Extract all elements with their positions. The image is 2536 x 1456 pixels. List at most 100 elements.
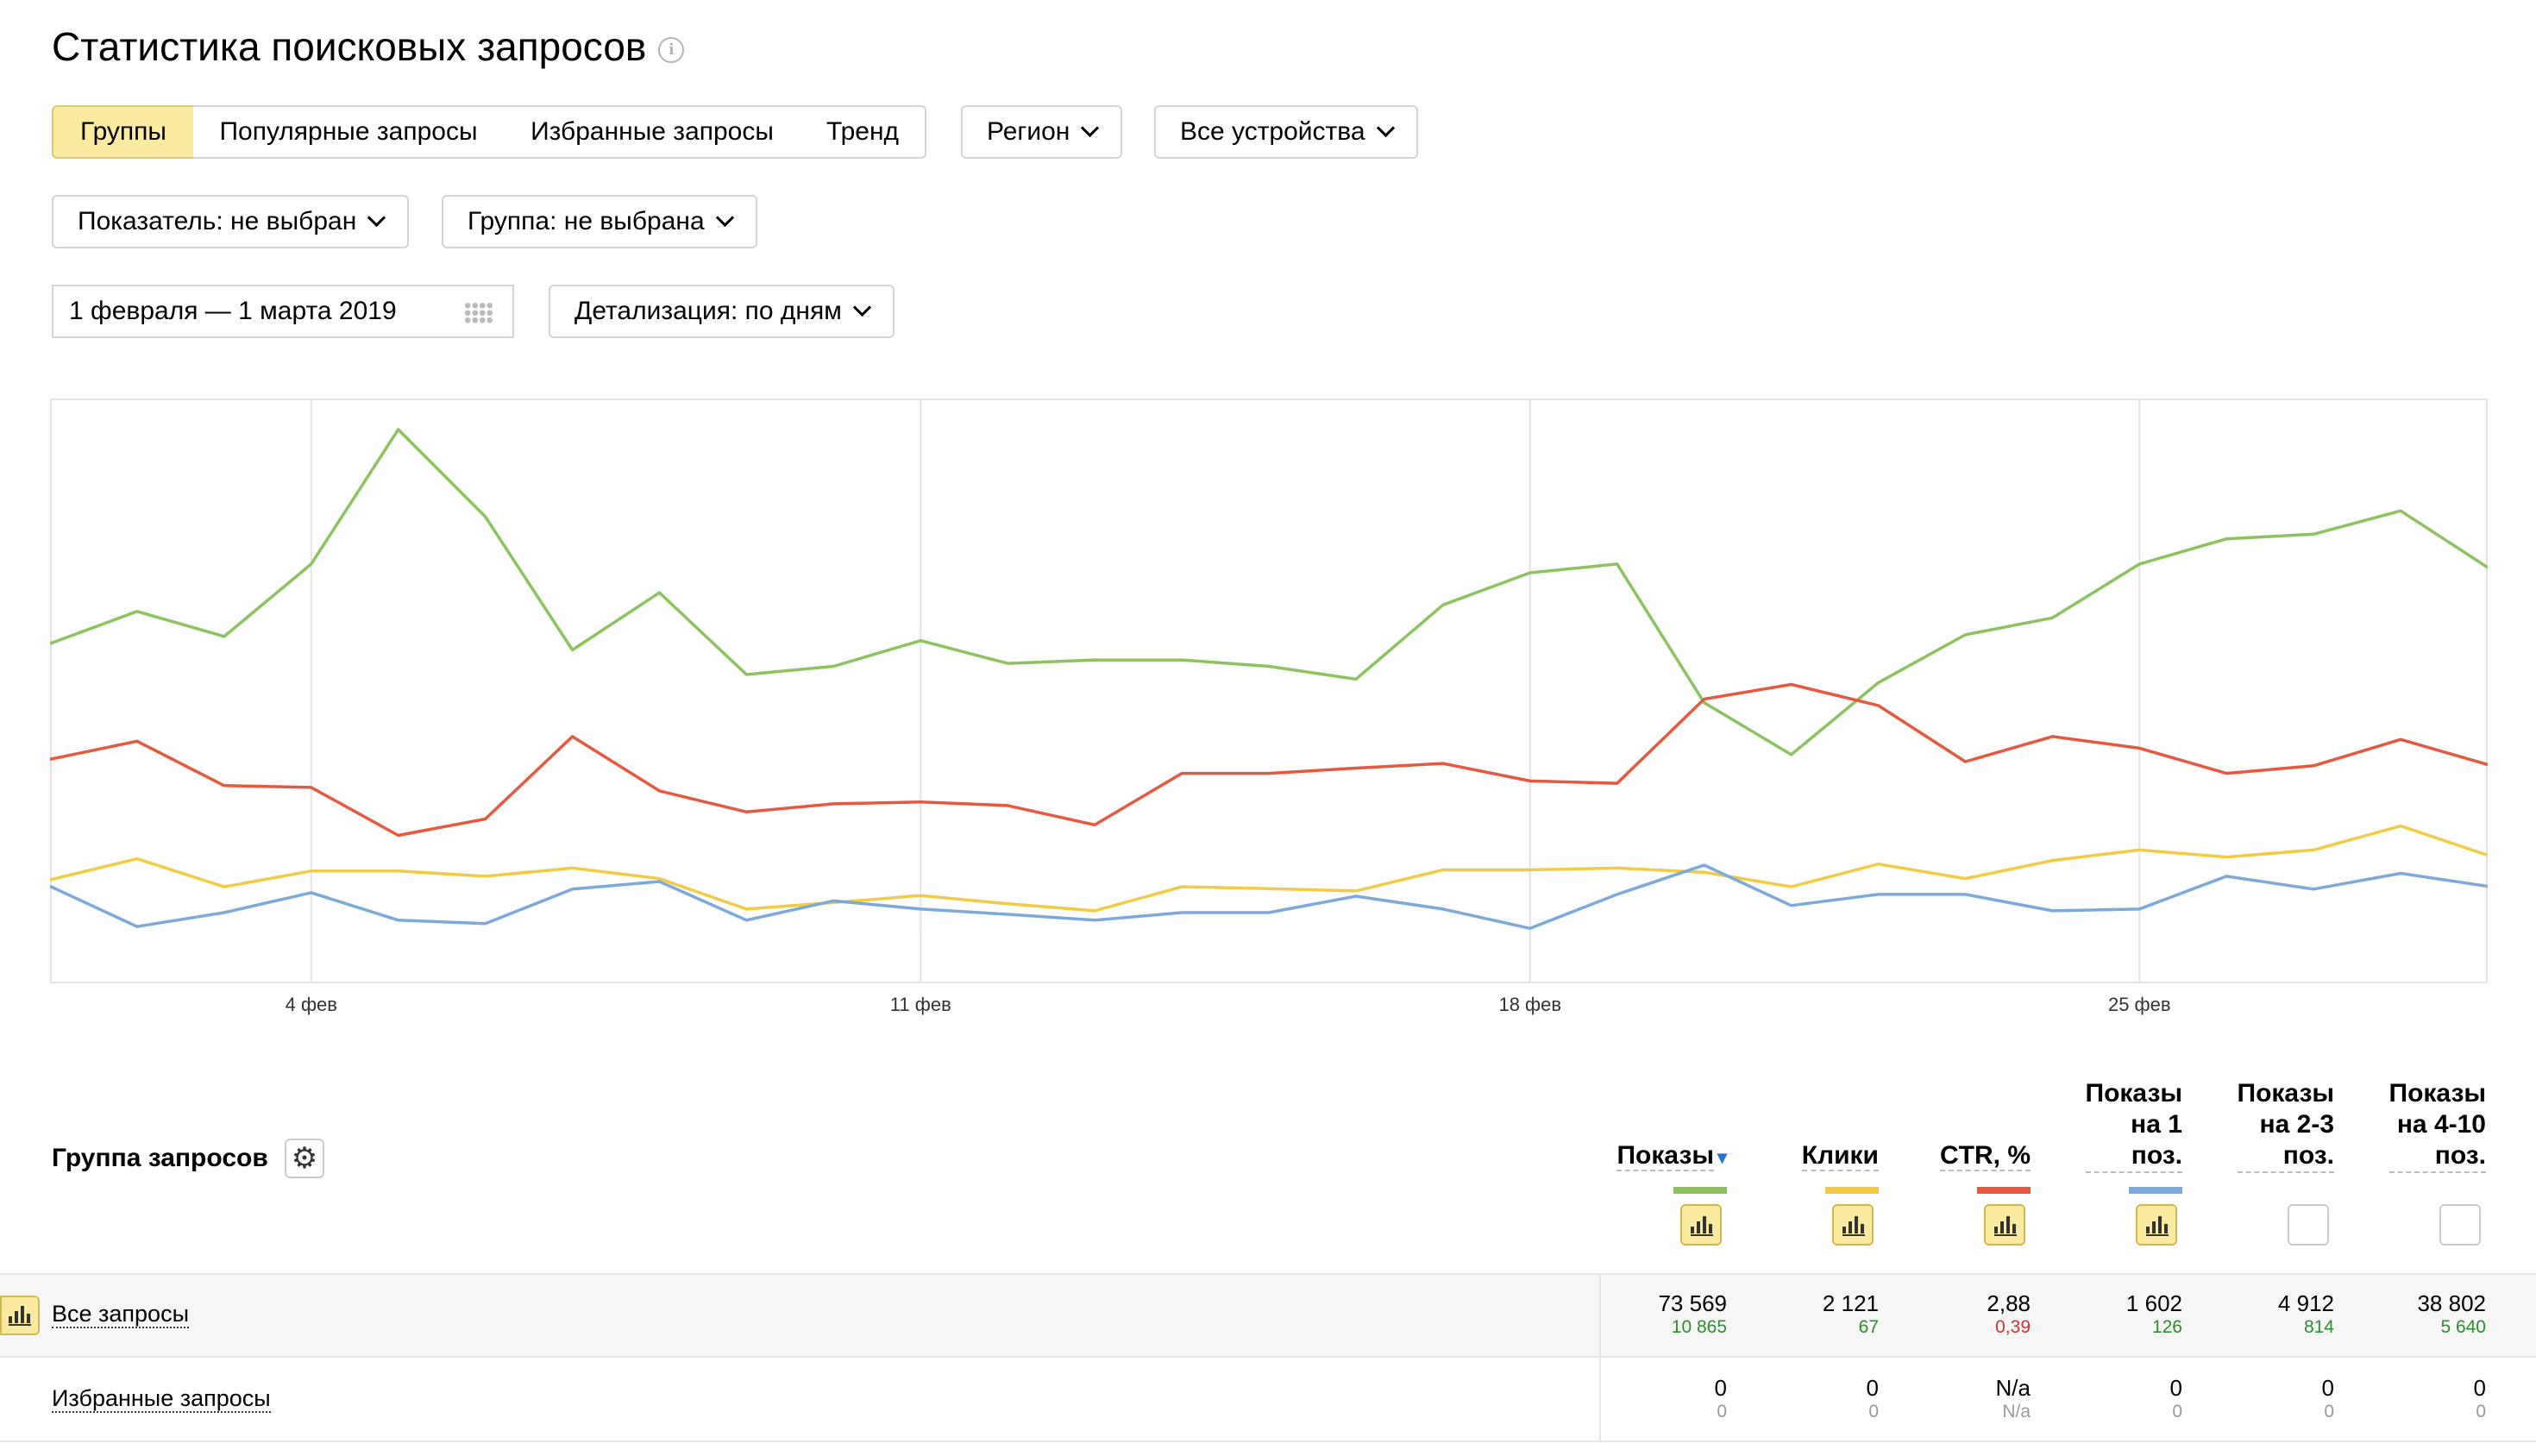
chart-series-toggle[interactable]: [2288, 1204, 2329, 1246]
column-header-text: Клики: [1801, 1141, 1879, 1171]
cell-value: 0: [1714, 1375, 1727, 1401]
table-cell: 73 569 10 865: [1554, 1290, 1727, 1339]
gear-icon[interactable]: ⚙: [285, 1139, 324, 1178]
column-header-text: на 1: [2131, 1110, 2182, 1139]
chevron-down-icon: [1081, 118, 1100, 138]
row-chart-toggle[interactable]: [0, 1296, 40, 1335]
series-color-swatch: [1825, 1187, 1879, 1194]
tab-trend[interactable]: Тренд: [800, 105, 926, 159]
cell-delta: 126: [2151, 1317, 2182, 1337]
table-cell: 4 912 814: [2162, 1290, 2334, 1339]
x-tick-label: 4 фев: [286, 994, 337, 1015]
tab-favorite-queries[interactable]: Избранные запросы: [504, 105, 802, 159]
bar-chart-icon: [1842, 1216, 1865, 1236]
column-header-text: Показы: [2085, 1079, 2183, 1108]
chart-series-toggle[interactable]: [2136, 1204, 2177, 1246]
column-header-line: Показы: [2086, 1078, 2183, 1109]
column-header-line: поз.: [2388, 1140, 2486, 1173]
group-dropdown[interactable]: Группа: не выбрана: [442, 195, 757, 248]
cell-value: 0: [2169, 1375, 2182, 1401]
cell-delta: 0: [2324, 1402, 2334, 1421]
detail-dropdown[interactable]: Детализация: по дням: [549, 285, 895, 338]
cell-value: 0: [2473, 1375, 2486, 1401]
column-header-line: Показы: [2389, 1078, 2487, 1109]
cell-delta: 0: [2172, 1402, 2182, 1421]
column-header-3[interactable]: Показы на 1 поз.: [2085, 1078, 2183, 1173]
chevron-down-icon: [367, 208, 386, 228]
column-header-text: Показы: [2237, 1079, 2335, 1108]
tab-groups[interactable]: Группы: [52, 105, 195, 159]
column-header-line: на 4-10: [2389, 1109, 2486, 1140]
row-label-all-queries[interactable]: Все запросы: [52, 1301, 189, 1328]
cell-value: 1 602: [2125, 1290, 2182, 1316]
column-header-line: поз.: [2237, 1140, 2334, 1173]
date-range-input[interactable]: 1 февраля — 1 марта 2019: [52, 285, 514, 338]
column-header-0[interactable]: Показы ▾: [1616, 1140, 1727, 1173]
cell-delta: N/a: [2002, 1402, 2031, 1421]
series-line-2: [50, 682, 2488, 838]
series-line-0: [50, 428, 2488, 756]
series-color-swatch: [1977, 1187, 2031, 1194]
cell-delta: 10 865: [1671, 1317, 1727, 1337]
column-header-line: на 1: [2086, 1109, 2182, 1140]
calendar-icon[interactable]: [464, 302, 493, 324]
cell-value: 73 569: [1658, 1290, 1727, 1316]
cell-value: N/a: [1995, 1375, 2031, 1401]
column-header-text: на 2-3: [2259, 1110, 2335, 1139]
detail-label: Детализация: по дням: [574, 297, 842, 325]
column-header-line: на 2-3: [2238, 1109, 2335, 1140]
table-row-all-queries[interactable]: [0, 1273, 2536, 1358]
x-tick-label: 18 фев: [1498, 994, 1561, 1015]
column-header-line: Показы: [2238, 1078, 2335, 1109]
cell-value: 38 802: [2417, 1290, 2486, 1316]
cell-value: 2,88: [1987, 1290, 2031, 1316]
x-tick-label: 25 фев: [2108, 994, 2171, 1015]
column-header-4[interactable]: Показы на 2-3 поз.: [2237, 1078, 2335, 1173]
column-header-2[interactable]: CTR, %: [1940, 1140, 2031, 1171]
cell-value: 0: [1866, 1375, 1879, 1401]
table-cell: 2 121 67: [1706, 1290, 1879, 1339]
chevron-down-icon: [852, 298, 871, 317]
devices-dropdown[interactable]: Все устройства: [1154, 105, 1418, 159]
indicator-label: Показатель: не выбран: [78, 207, 357, 235]
cell-delta: 0: [1717, 1402, 1727, 1421]
column-header-text: CTR, %: [1940, 1141, 2031, 1171]
indicator-dropdown[interactable]: Показатель: не выбран: [52, 195, 410, 248]
series-line-1: [50, 824, 2488, 913]
group-column-header: Группа запросов: [52, 1144, 268, 1172]
x-tick-label: 11 фев: [890, 994, 951, 1015]
table-cell: 38 802 5 640: [2313, 1290, 2486, 1339]
series-color-swatch: [2129, 1187, 2182, 1194]
bar-chart-icon: [1691, 1216, 1713, 1236]
cell-delta: 67: [1858, 1317, 1879, 1337]
region-dropdown[interactable]: Регион: [961, 105, 1123, 159]
chart-series-toggle[interactable]: [2439, 1204, 2481, 1246]
row-label-favorite-queries[interactable]: Избранные запросы: [52, 1385, 271, 1413]
chart-series-toggle[interactable]: [1832, 1204, 1874, 1246]
series-line-3: [50, 863, 2488, 931]
column-header-text: поз.: [2131, 1141, 2182, 1170]
tab-popular-queries[interactable]: Популярные запросы: [193, 105, 505, 159]
cell-value: 0: [2321, 1375, 2334, 1401]
column-header-text: Показы: [1616, 1141, 1714, 1171]
chart-series-toggle[interactable]: [1680, 1204, 1722, 1246]
table-cell: 1 602 126: [2010, 1290, 2182, 1339]
chart-series-toggle[interactable]: [1984, 1204, 2025, 1246]
cell-value: 4 912: [2277, 1290, 2334, 1316]
bar-chart-icon: [9, 1306, 31, 1326]
column-header-text: поз.: [2434, 1141, 2486, 1170]
info-icon[interactable]: i: [658, 36, 685, 63]
cell-delta: 0: [2476, 1402, 2486, 1421]
region-label: Регион: [987, 117, 1070, 146]
plot-area: [50, 399, 2488, 983]
cell-delta: 0,39: [1995, 1317, 2031, 1337]
column-header-text: поз.: [2282, 1141, 2334, 1170]
chevron-down-icon: [1376, 118, 1395, 138]
column-header-1[interactable]: Клики: [1801, 1140, 1879, 1171]
table-row-favorite-queries[interactable]: [0, 1358, 2536, 1442]
column-divider: [1599, 1273, 1601, 1442]
column-header-5[interactable]: Показы на 4-10 поз.: [2388, 1078, 2487, 1173]
